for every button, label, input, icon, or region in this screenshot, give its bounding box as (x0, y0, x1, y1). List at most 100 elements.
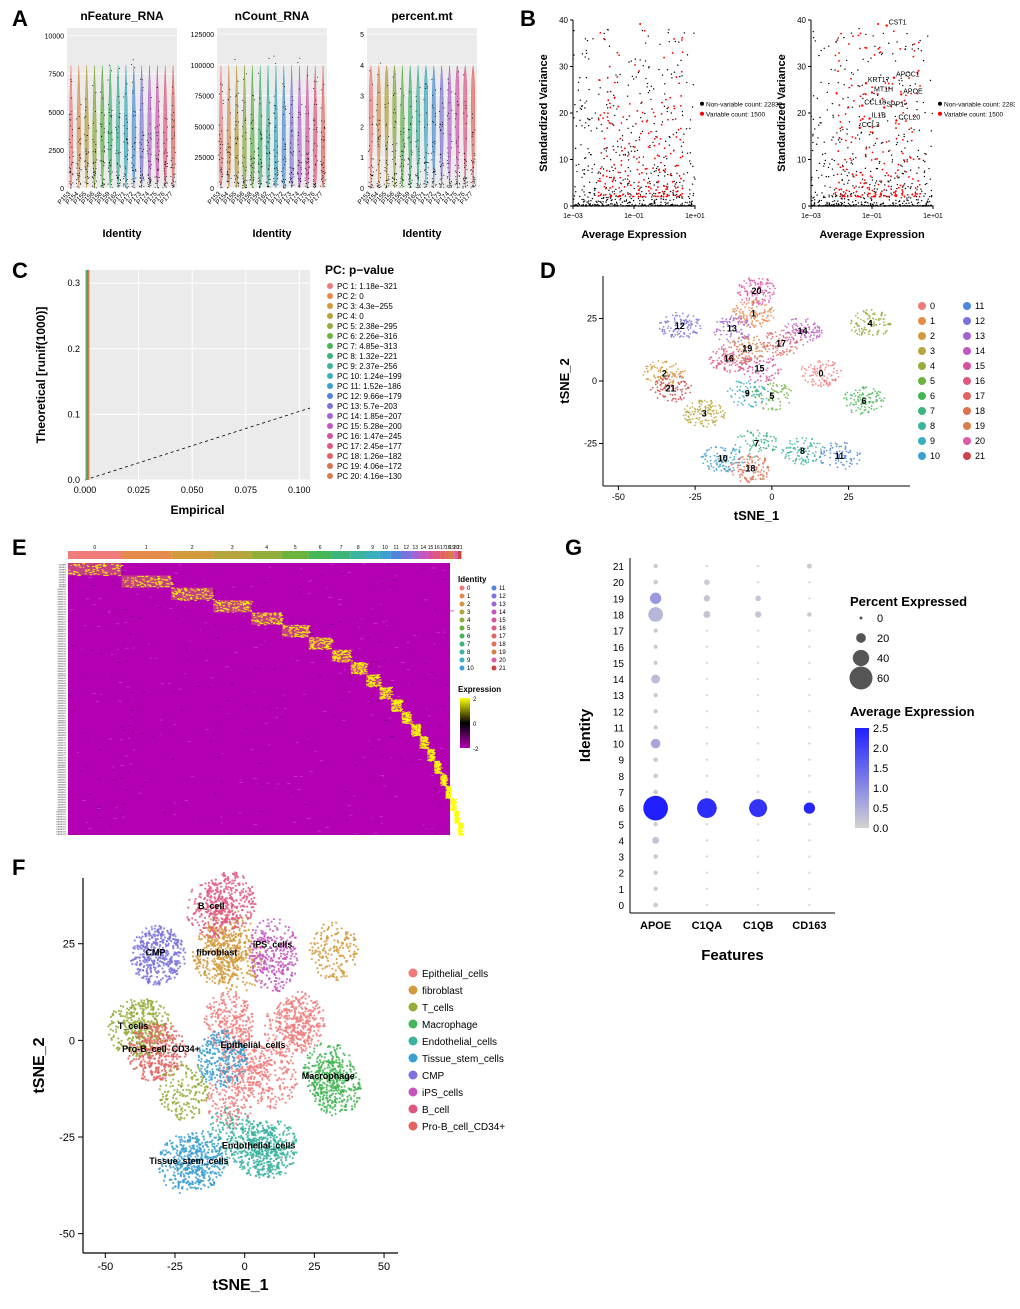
svg-text:PC 6: 2.26e−316: PC 6: 2.26e−316 (337, 332, 398, 341)
svg-text:40: 40 (797, 16, 806, 25)
figure-container: A nFeature_RNA025005000750010000P153P154… (0, 0, 1020, 1309)
svg-text:0.2: 0.2 (67, 344, 80, 354)
svg-text:PC 8: 1.32e−221: PC 8: 1.32e−221 (337, 352, 398, 361)
svg-text:20: 20 (559, 109, 568, 118)
svg-text:percent.mt: percent.mt (391, 9, 452, 23)
svg-text:0: 0 (818, 369, 823, 379)
svg-text:25: 25 (844, 492, 854, 502)
svg-text:Identity: Identity (252, 228, 292, 240)
svg-text:1e−01: 1e−01 (862, 213, 882, 220)
svg-text:75000: 75000 (195, 94, 215, 101)
svg-text:PC 15: 5.28e−200: PC 15: 5.28e−200 (337, 422, 402, 431)
svg-text:1: 1 (751, 309, 756, 319)
panel-b-label: B (520, 6, 536, 32)
svg-text:5: 5 (769, 391, 774, 401)
svg-text:0.050: 0.050 (181, 485, 204, 495)
panel-c-label: C (12, 258, 28, 284)
svg-text:Average Expression: Average Expression (819, 229, 925, 241)
svg-text:0: 0 (210, 186, 214, 193)
svg-text:40: 40 (559, 16, 568, 25)
panel-c-jackstraw: 0.00.10.20.30.0000.0250.0500.0750.100Emp… (30, 260, 510, 520)
svg-text:1: 1 (360, 155, 364, 162)
svg-text:-25: -25 (689, 492, 702, 502)
svg-text:PC 16: 1.47e−245: PC 16: 1.47e−245 (337, 432, 402, 441)
svg-text:Theoretical [runif(1000)]: Theoretical [runif(1000)] (34, 307, 48, 444)
svg-text:7: 7 (754, 439, 759, 449)
svg-text:-25: -25 (584, 439, 597, 449)
svg-text:PC 5: 2.38e−295: PC 5: 2.38e−295 (337, 322, 398, 331)
svg-text:APOC1: APOC1 (896, 72, 920, 79)
svg-text:CCL18: CCL18 (864, 100, 886, 107)
svg-text:CST1: CST1 (889, 20, 907, 27)
svg-text:Average Expression: Average Expression (581, 229, 687, 241)
svg-text:50000: 50000 (195, 124, 215, 131)
svg-text:12: 12 (675, 321, 685, 331)
svg-text:PC: p−value: PC: p−value (325, 263, 394, 277)
svg-text:1e−03: 1e−03 (563, 213, 583, 220)
svg-text:Non-variable count: 22832: Non-variable count: 22832 (944, 102, 1015, 109)
svg-text:PC 12: 9.66e−179: PC 12: 9.66e−179 (337, 392, 402, 401)
panel-f-label: F (12, 855, 25, 881)
svg-text:15: 15 (755, 364, 765, 374)
svg-text:1e−01: 1e−01 (624, 213, 644, 220)
svg-text:10: 10 (718, 454, 728, 464)
svg-text:6: 6 (861, 396, 866, 406)
svg-text:Identity: Identity (402, 228, 442, 240)
svg-text:0: 0 (769, 492, 774, 502)
svg-text:5: 5 (360, 32, 364, 39)
svg-text:PC 9: 2.37e−256: PC 9: 2.37e−256 (337, 362, 398, 371)
svg-text:Standardized Variance: Standardized Variance (776, 54, 788, 171)
svg-text:25: 25 (587, 314, 597, 324)
svg-text:PC 13: 5.7e−203: PC 13: 5.7e−203 (337, 402, 398, 411)
svg-text:30: 30 (797, 63, 806, 72)
svg-text:125000: 125000 (191, 32, 214, 39)
svg-text:11: 11 (835, 451, 845, 461)
panel-a-label: A (12, 6, 28, 32)
svg-text:Empirical: Empirical (170, 503, 224, 517)
svg-text:PC 20: 4.16e−130: PC 20: 4.16e−130 (337, 472, 402, 481)
svg-text:25000: 25000 (195, 155, 215, 162)
panel-e-heatmap: 0123456789101112131415161718192021GENE0G… (30, 545, 535, 840)
svg-text:PC 11: 1.52e−186: PC 11: 1.52e−186 (337, 382, 402, 391)
svg-text:1e+01: 1e+01 (923, 213, 943, 220)
svg-text:0: 0 (60, 186, 64, 193)
panel-a-violins: nFeature_RNA025005000750010000P153P154P1… (30, 8, 500, 243)
svg-text:100000: 100000 (191, 63, 214, 70)
panel-g-dotplot: APOEC1QAC1QBCD16301234567891011121314151… (575, 548, 1010, 968)
svg-text:8: 8 (800, 446, 805, 456)
svg-text:3: 3 (702, 409, 707, 419)
svg-text:20: 20 (797, 109, 806, 118)
svg-text:PC 14: 1.85e−207: PC 14: 1.85e−207 (337, 412, 402, 421)
svg-text:0.000: 0.000 (74, 485, 97, 495)
svg-text:4: 4 (360, 63, 364, 70)
svg-text:0.0: 0.0 (67, 475, 80, 485)
svg-text:14: 14 (798, 326, 808, 336)
svg-text:PC 10: 1.24e−199: PC 10: 1.24e−199 (337, 372, 402, 381)
svg-text:MT1H: MT1H (874, 87, 893, 94)
svg-text:30: 30 (559, 63, 568, 72)
svg-text:10000: 10000 (45, 34, 65, 41)
svg-text:2: 2 (662, 369, 667, 379)
svg-text:nFeature_RNA: nFeature_RNA (80, 9, 164, 23)
svg-text:PC 3: 4.3e−255: PC 3: 4.3e−255 (337, 302, 393, 311)
svg-text:0: 0 (592, 376, 597, 386)
svg-text:0.1: 0.1 (67, 409, 80, 419)
svg-text:-50: -50 (612, 492, 625, 502)
svg-text:Identity: Identity (102, 228, 142, 240)
svg-text:APOE: APOE (903, 88, 923, 95)
svg-text:3: 3 (360, 94, 364, 101)
svg-text:SPP1: SPP1 (886, 101, 904, 108)
svg-text:0: 0 (564, 202, 569, 211)
svg-text:2: 2 (360, 124, 364, 131)
svg-text:PC 1: 1.18e−321: PC 1: 1.18e−321 (337, 282, 398, 291)
svg-text:nCount_RNA: nCount_RNA (235, 9, 310, 23)
panel-e-label: E (12, 535, 27, 561)
svg-text:4: 4 (868, 319, 873, 329)
svg-text:0: 0 (360, 186, 364, 193)
svg-text:0.3: 0.3 (67, 278, 80, 288)
svg-text:Variable count: 1500: Variable count: 1500 (944, 112, 1004, 119)
svg-text:10: 10 (797, 156, 806, 165)
svg-text:PC 7: 4.85e−313: PC 7: 4.85e−313 (337, 342, 398, 351)
svg-text:Standardized Variance: Standardized Variance (538, 54, 550, 171)
svg-text:Non-variable count: 22832: Non-variable count: 22832 (706, 102, 783, 109)
